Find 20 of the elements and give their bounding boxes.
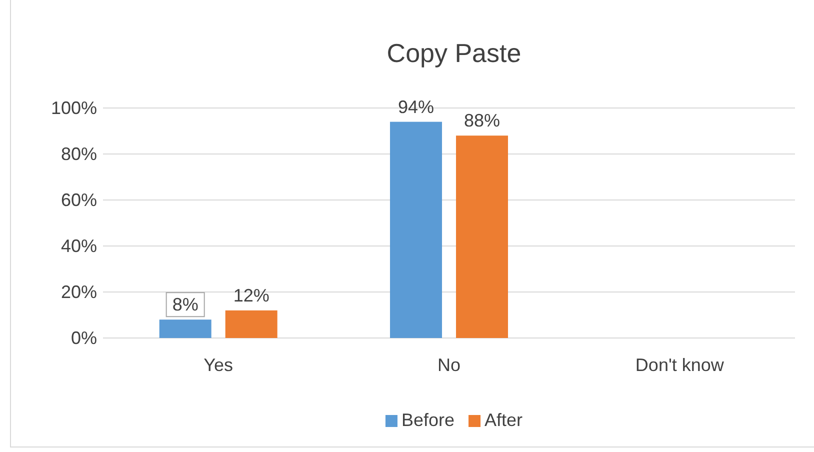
data-label: 12%	[233, 285, 270, 306]
data-label: 88%	[464, 110, 500, 131]
bar	[225, 310, 278, 338]
y-tick-label: 20%	[60, 282, 97, 302]
legend-label: After	[484, 410, 523, 430]
y-tick-label: 80%	[60, 144, 97, 164]
x-tick-label: No	[437, 354, 461, 375]
x-tick-label: Don't know	[635, 354, 725, 375]
bar	[390, 122, 442, 338]
x-tick-label: Yes	[204, 354, 234, 375]
legend-label: Before	[401, 410, 455, 430]
y-tick-label: 0%	[70, 328, 97, 348]
data-label: 94%	[398, 96, 434, 117]
y-tick-label: 60%	[60, 190, 97, 210]
bar	[456, 136, 508, 338]
y-tick-label: 40%	[60, 236, 97, 256]
y-tick-label: 100%	[50, 98, 97, 118]
bar	[159, 320, 212, 338]
data-label: 8%	[172, 294, 198, 315]
chart-title: Copy Paste	[386, 38, 522, 68]
